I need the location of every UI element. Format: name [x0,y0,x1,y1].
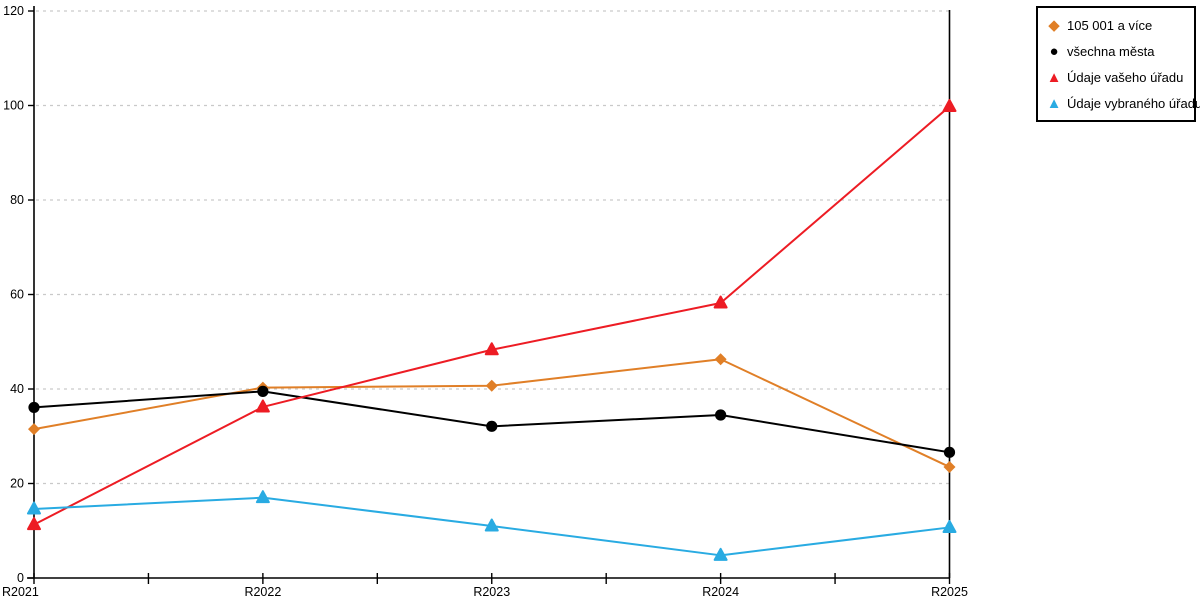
data-point [28,423,40,436]
x-tick-label: R2024 [702,585,739,599]
x-tick-label: R2025 [931,585,968,599]
diamond-marker-icon: ◆ [1048,16,1060,34]
data-point [942,519,957,533]
data-point [484,518,499,532]
data-point [942,98,957,112]
legend-item-1: ◆ 105 001 a více [1046,15,1188,35]
data-point [255,490,270,504]
legend-label: 105 001 a více [1067,17,1153,33]
y-tick-label: 60 [10,288,24,302]
x-tick-label: R2022 [244,585,281,599]
data-point [713,547,728,561]
data-point [255,399,270,413]
legend-item-4: ▲ Údaje vybraného úřadu [1046,93,1200,113]
data-point [257,385,269,397]
circle-marker-icon: ● [1049,42,1059,60]
y-tick-label: 0 [17,571,24,585]
legend-item-3: ▲ Údaje vašeho úřadu [1046,67,1188,87]
series-line [33,358,950,468]
data-point [715,409,727,421]
legend-item-2: ● všechna města [1046,41,1188,61]
series-4 [27,490,957,561]
series-3 [27,98,957,531]
y-tick-label: 80 [10,193,24,207]
y-tick-label: 40 [10,382,24,396]
triangle-marker-icon: ▲ [1046,94,1062,112]
data-point [485,379,498,392]
x-tick-label: R2021 [2,585,39,599]
data-point [27,517,41,531]
data-point [486,420,498,432]
y-tick-label: 20 [10,477,24,491]
y-tick-label: 120 [3,4,24,18]
data-point [713,295,728,309]
series-2 [28,385,956,458]
data-point [27,501,41,515]
legend-label: všechna města [1067,43,1155,59]
legend-label: Údaje vybraného úřadu [1067,95,1200,111]
data-point [28,401,40,414]
series-1 [28,353,956,473]
chart-legend: ◆ 105 001 a více ● všechna města ▲ Údaje vaše… [1036,6,1200,122]
triangle-marker-icon: ▲ [1046,68,1062,86]
data-point [943,446,956,458]
y-tick-label: 100 [3,99,24,113]
series-line [33,105,951,526]
data-point [943,460,956,473]
data-point [714,353,727,366]
data-point [484,342,499,356]
x-tick-label: R2023 [473,585,510,599]
legend-label: Údaje vašeho úřadu [1067,69,1184,85]
